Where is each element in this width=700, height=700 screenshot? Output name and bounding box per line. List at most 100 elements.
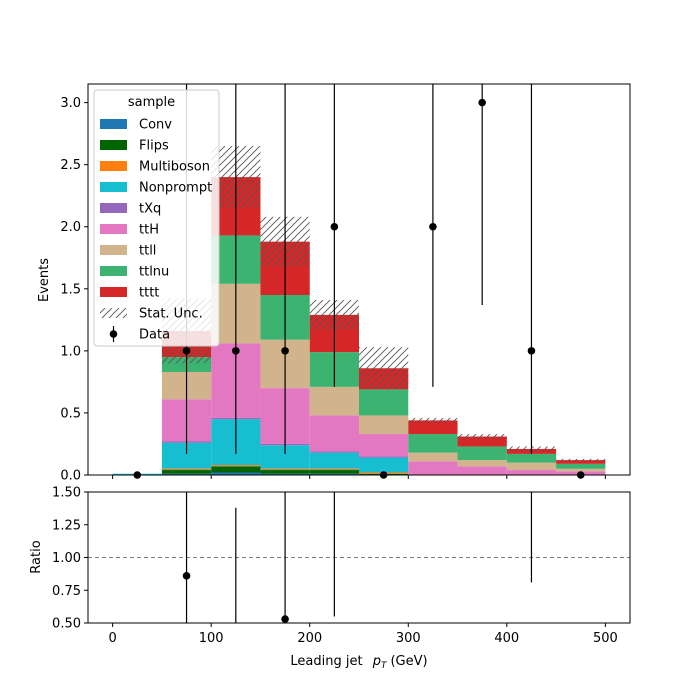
bar-tth-bin-8 <box>506 470 557 475</box>
legend-label-ttll: ttll <box>139 244 156 259</box>
ratio-panel-frame <box>87 491 631 624</box>
bar-tth-bin-7 <box>457 466 507 475</box>
legend-label-multiboson: Multiboson <box>139 160 210 175</box>
legend-swatch-stat-unc <box>100 308 127 318</box>
bar-ttlnu-bin-7 <box>457 446 507 461</box>
legend-swatch-data-point <box>109 330 118 338</box>
bar-ttll-bin-8 <box>506 462 557 471</box>
y-axis-label-main: Events <box>37 258 52 302</box>
ratio-panel-content <box>88 492 630 623</box>
main-ytick-label-2: 1.0 <box>60 344 81 359</box>
legend-swatch-multiboson <box>100 161 127 171</box>
bar-conv-bin-1 <box>161 473 212 475</box>
bar-multiboson-bin-3 <box>260 468 310 471</box>
x-axis-label-symbol: p <box>372 654 381 669</box>
bar-tttt-bin-9 <box>556 460 606 464</box>
bar-ttll-bin-4 <box>309 386 359 416</box>
legend-label-ttlnu: ttlnu <box>139 265 169 280</box>
bar-conv-bin-4 <box>309 473 359 475</box>
legend-label-data: Data <box>139 328 170 343</box>
xtick-label-4: 400 <box>494 631 519 646</box>
legend-swatch-ttlnu <box>100 266 127 276</box>
bar-conv-bin-2 <box>211 472 261 475</box>
legend-swatch-flips <box>100 140 127 150</box>
bar-tth-bin-5 <box>359 434 409 457</box>
bar-tttt-bin-6 <box>408 420 458 435</box>
legend: sample Conv Flips Multiboson Nonprompt tXq ttH… <box>93 89 220 347</box>
ratio-ytick-label-1: 0.75 <box>52 584 81 599</box>
x-axis-label: Leading jet pT (GeV) <box>290 654 427 671</box>
bar-multiboson-bin-1 <box>161 468 212 471</box>
bar-flips-bin-1 <box>161 470 212 474</box>
ratio-panel-axes: 0.50 0.75 1.00 1.25 1.50 0 100 200 300 400 500 <box>52 486 618 647</box>
xtick-label-5: 500 <box>593 631 618 646</box>
ratio-ytick-label-0: 0.50 <box>52 617 81 632</box>
bar-flips-bin-4 <box>309 470 359 474</box>
main-panel-axes: 0.0 0.5 1.0 1.5 2.0 2.5 3.0 <box>60 96 606 484</box>
legend-swatch-tth <box>100 224 127 234</box>
bar-ttll-bin-7 <box>457 460 507 467</box>
x-axis-label-text: Leading jet <box>290 654 362 669</box>
legend-box <box>93 89 220 347</box>
bar-nonprompt-bin-5 <box>359 457 409 473</box>
bar-ttll-bin-5 <box>359 415 409 435</box>
legend-label-stat-unc: Stat. Unc. <box>139 307 203 322</box>
main-ytick-label-1: 0.5 <box>60 406 81 421</box>
stat-unc-bin-7 <box>457 434 507 440</box>
bar-flips-bin-2 <box>211 466 261 473</box>
bar-nonprompt-bin-3 <box>260 445 310 469</box>
data-point-6 <box>429 222 437 231</box>
y-axis-label-ratio: Ratio <box>29 540 44 573</box>
data-point-8 <box>527 347 536 355</box>
main-ytick-label-6: 3.0 <box>60 96 81 111</box>
legend-label-flips: Flips <box>139 139 169 154</box>
legend-swatch-nonprompt <box>100 182 127 192</box>
main-ytick-label-3: 1.5 <box>60 282 81 297</box>
ratio-point-0 <box>182 572 191 580</box>
ratio-ytick-label-3: 1.25 <box>52 518 81 533</box>
bar-ttll-bin-6 <box>408 452 458 462</box>
stat-unc-bin-9 <box>556 458 606 462</box>
bar-txq-bin-5 <box>359 456 409 458</box>
stat-unc-bin-6 <box>408 417 458 423</box>
bar-multiboson-bin-4 <box>309 468 359 471</box>
data-point-1 <box>182 347 191 355</box>
bar-ttlnu-bin-6 <box>408 434 458 453</box>
legend-swatch-ttll <box>100 245 127 255</box>
legend-label-tth: ttH <box>139 223 159 238</box>
legend-label-conv: Conv <box>139 118 172 133</box>
x-axis-label-subscript: T <box>381 661 388 671</box>
bar-conv-bin-3 <box>260 473 310 475</box>
legend-swatch-conv <box>100 119 127 129</box>
bar-tttt-bin-7 <box>457 436 507 447</box>
main-ytick-label-5: 2.5 <box>60 158 81 173</box>
x-axis-label-unit: (GeV) <box>390 654 427 669</box>
data-point-4 <box>330 222 339 231</box>
bar-tth-bin-4 <box>309 415 359 452</box>
data-point-2 <box>232 347 240 355</box>
bar-multiboson-bin-2 <box>211 465 261 467</box>
bar-tth-bin-6 <box>408 461 458 475</box>
bar-nonprompt-bin-4 <box>309 452 359 469</box>
legend-label-nonprompt: Nonprompt <box>139 181 212 196</box>
main-panel-frame <box>87 83 631 476</box>
xtick-label-1: 100 <box>199 631 224 646</box>
ratio-ytick-label-4: 1.50 <box>52 486 81 501</box>
xtick-label-0: 0 <box>108 631 116 646</box>
main-ytick-label-0: 0.0 <box>60 469 81 484</box>
stat-unc-bin-5 <box>359 347 409 390</box>
bar-ttlnu-bin-9 <box>556 463 606 469</box>
ratio-ytick-label-2: 1.00 <box>52 551 81 566</box>
legend-label-txq: tXq <box>139 202 161 217</box>
legend-swatch-txq <box>100 203 127 213</box>
legend-title: sample <box>128 95 175 110</box>
xtick-label-2: 200 <box>297 631 322 646</box>
bar-txq-bin-4 <box>309 451 359 453</box>
bar-flips-bin-3 <box>260 470 310 474</box>
legend-swatch-tttt <box>100 287 127 297</box>
main-ytick-label-4: 2.0 <box>60 220 81 235</box>
legend-label-tttt: tttt <box>139 286 159 301</box>
bar-ttlnu-bin-8 <box>506 453 557 463</box>
ratio-point-2 <box>281 615 289 623</box>
